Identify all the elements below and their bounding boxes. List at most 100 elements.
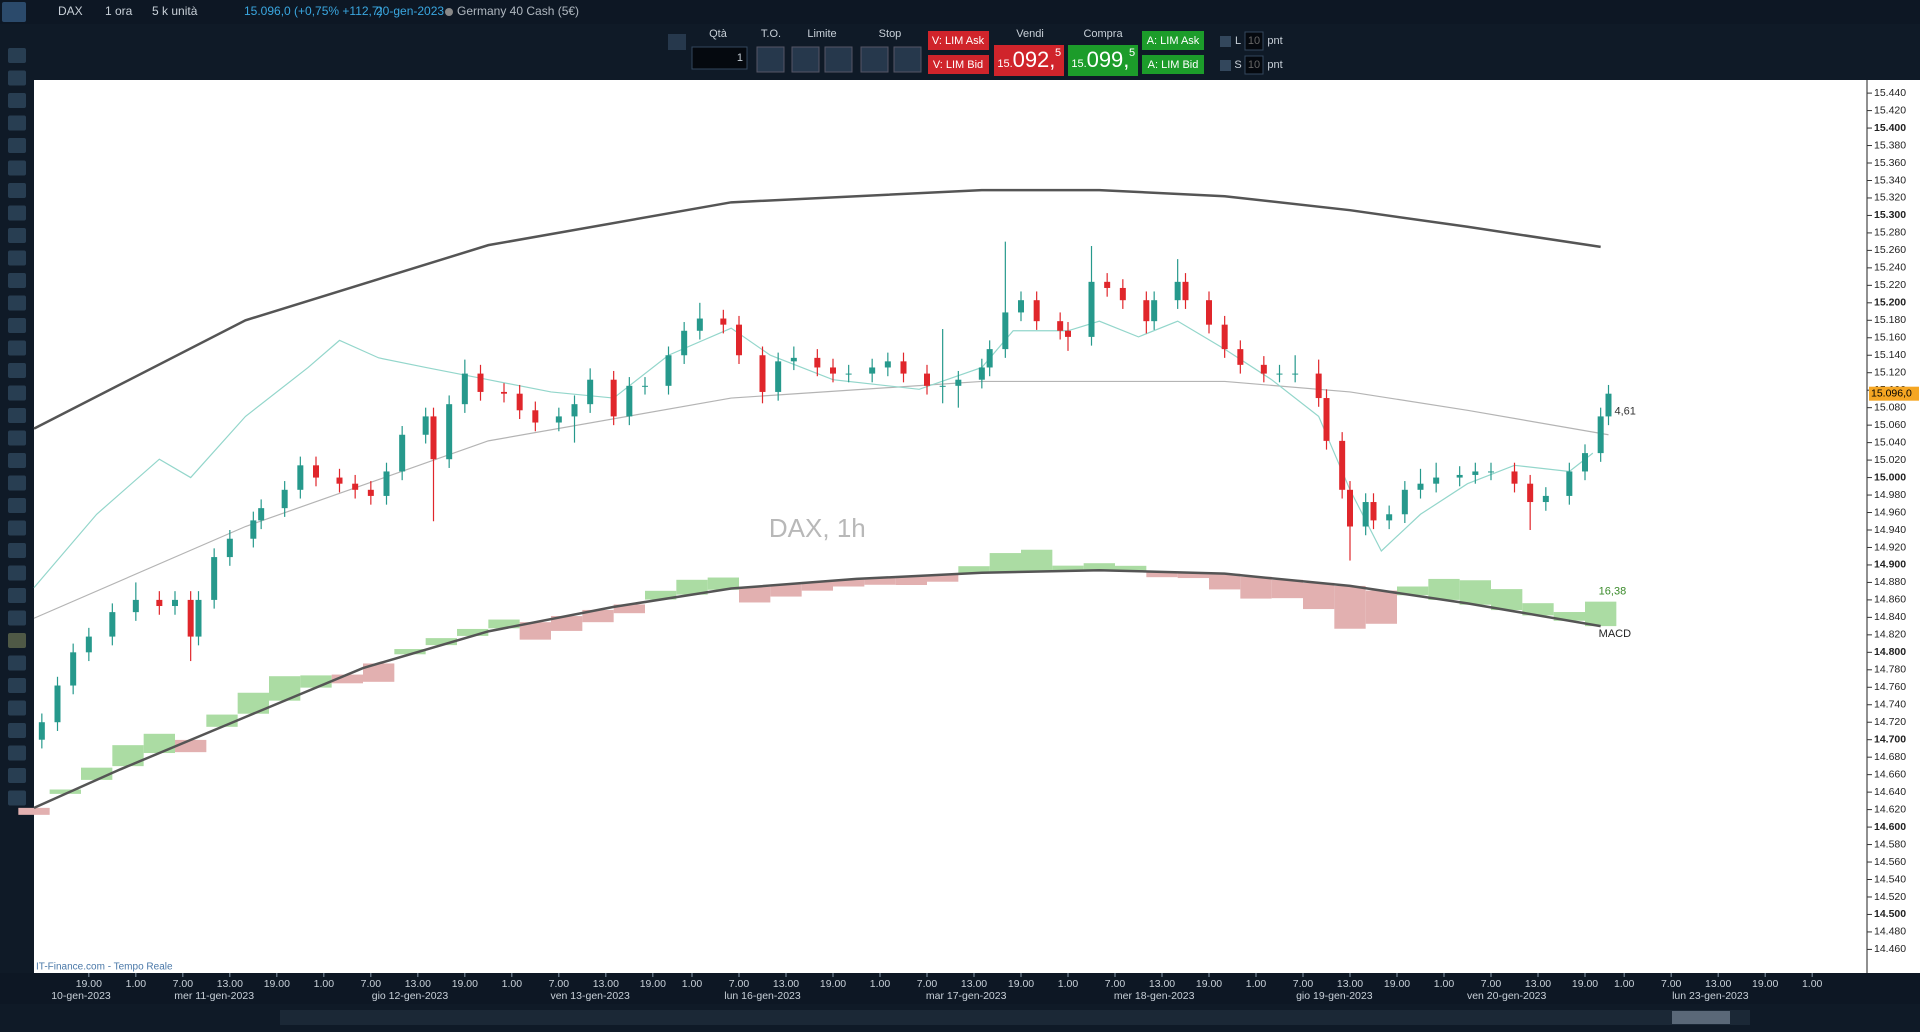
stop-buy-button[interactable] xyxy=(860,46,889,73)
y-tick-label: 15.400 xyxy=(1874,122,1906,134)
sell-bid-button[interactable] xyxy=(928,55,989,74)
scrollbar[interactable] xyxy=(280,1010,1750,1025)
sell-main[interactable]: 092, xyxy=(1013,47,1056,72)
tool-icon[interactable] xyxy=(8,723,26,738)
tool-icon[interactable] xyxy=(8,408,26,423)
to-button[interactable] xyxy=(756,46,785,73)
y-tick-label: 14.520 xyxy=(1874,891,1906,903)
tool-icon[interactable] xyxy=(8,93,26,108)
limit-buy-button[interactable] xyxy=(791,46,820,73)
x-tick-label: 1.00 xyxy=(126,978,147,990)
tool-icon[interactable] xyxy=(8,363,26,378)
candle-body xyxy=(1119,287,1126,301)
tool-icon[interactable] xyxy=(8,250,26,266)
buy-bid[interactable]: A: LIM Bid xyxy=(1148,59,1199,71)
tool-icon[interactable] xyxy=(8,790,26,806)
scroll-thumb[interactable] xyxy=(1672,1011,1730,1024)
buy-big[interactable]: 15. xyxy=(1071,58,1086,70)
buy-main[interactable]: 099, xyxy=(1087,47,1130,72)
s-input[interactable] xyxy=(1244,55,1264,75)
candle-body xyxy=(1174,281,1181,301)
l-input[interactable] xyxy=(1244,31,1264,51)
tool-icon[interactable] xyxy=(8,498,26,513)
symbol[interactable]: DAX xyxy=(58,4,83,18)
tool-icon[interactable] xyxy=(8,700,26,716)
tool-icon[interactable] xyxy=(8,160,26,176)
sell-small[interactable]: 5 xyxy=(1055,47,1061,59)
date-label: mer 11-gen-2023 xyxy=(174,990,254,1002)
buy-ask[interactable]: A: LIM Ask xyxy=(1147,35,1200,47)
x-tick-label: 7.00 xyxy=(1105,978,1126,990)
buy-bid-button[interactable] xyxy=(1142,55,1204,74)
tool-icon[interactable] xyxy=(8,430,26,446)
sell-big[interactable]: 15. xyxy=(997,58,1012,70)
tool-icon[interactable] xyxy=(8,138,26,153)
y-tick-label: 15.420 xyxy=(1874,104,1906,116)
x-tick-label: 19.00 xyxy=(1572,978,1598,990)
tool-icon[interactable] xyxy=(8,678,26,693)
qty[interactable]: 1 xyxy=(737,52,743,64)
tool-icon[interactable] xyxy=(8,205,26,221)
date-label: gio 19-gen-2023 xyxy=(1296,990,1373,1002)
settings-icon[interactable] xyxy=(668,34,686,50)
tool-icon[interactable] xyxy=(8,610,26,626)
buy-ask-button[interactable] xyxy=(1142,31,1204,50)
tool-icon[interactable] xyxy=(8,453,26,468)
candle-body xyxy=(313,465,319,478)
macd-bar xyxy=(676,579,708,595)
sell-bid[interactable]: V: LIM Bid xyxy=(933,59,983,71)
limit-sell-button[interactable] xyxy=(824,46,853,73)
s-checkbox[interactable] xyxy=(1220,60,1231,71)
candle-body xyxy=(790,357,797,362)
macd-bar xyxy=(1021,549,1053,572)
watermark: DAX, 1h xyxy=(769,513,866,543)
tool-icon[interactable] xyxy=(8,588,26,603)
tool-icon[interactable] xyxy=(8,385,26,401)
tool-icon[interactable] xyxy=(8,543,26,558)
x-tick-label: 19.00 xyxy=(640,978,666,990)
x-tick-label: 1.00 xyxy=(682,978,703,990)
tool-icon[interactable] xyxy=(8,633,26,648)
tool-icon[interactable] xyxy=(8,70,26,86)
timeframe[interactable]: 1 ora xyxy=(105,4,133,18)
tool-icon[interactable] xyxy=(8,318,26,333)
tool-icon[interactable] xyxy=(8,183,26,198)
tool-icon[interactable] xyxy=(8,48,26,63)
sell-button[interactable] xyxy=(994,45,1064,76)
stop-sell-button[interactable] xyxy=(893,46,922,73)
y-tick-label: 14.960 xyxy=(1874,506,1906,518)
y-tick-label: 14.680 xyxy=(1874,751,1906,763)
tool-icon[interactable] xyxy=(8,565,26,581)
tool-icon[interactable] xyxy=(8,520,26,536)
size[interactable]: 5 k unità xyxy=(152,4,198,18)
qty-input[interactable] xyxy=(691,46,748,70)
candle-body xyxy=(978,367,985,380)
sell-ask[interactable]: V: LIM Ask xyxy=(932,35,985,47)
macd-bar xyxy=(425,638,457,646)
tool-icon[interactable] xyxy=(8,340,26,356)
candle-body xyxy=(336,477,343,484)
tool-icon[interactable] xyxy=(8,228,26,243)
buy-button[interactable] xyxy=(1068,45,1138,76)
x-tick-label: 13.00 xyxy=(961,978,987,990)
tool-icon[interactable] xyxy=(8,273,26,288)
tool-icon[interactable] xyxy=(8,768,26,783)
l-checkbox[interactable] xyxy=(1220,36,1231,47)
candle-body xyxy=(367,489,374,496)
tool-icon[interactable] xyxy=(8,475,26,491)
macd-bar xyxy=(551,616,583,631)
tool-icon[interactable] xyxy=(8,655,26,671)
overlay-line xyxy=(33,188,1601,430)
sell-ask-button[interactable] xyxy=(928,31,989,50)
l-value[interactable]: 10 xyxy=(1248,35,1260,47)
s-value[interactable]: 10 xyxy=(1248,59,1260,71)
date-label: lun 16-gen-2023 xyxy=(724,990,801,1002)
buy-small[interactable]: 5 xyxy=(1129,47,1135,59)
logo[interactable] xyxy=(2,2,26,22)
tool-icon[interactable] xyxy=(8,295,26,311)
candle-body xyxy=(1582,453,1588,472)
tool-icon[interactable] xyxy=(8,745,26,761)
tool-icon[interactable] xyxy=(8,115,26,131)
candle-body xyxy=(1542,495,1549,503)
